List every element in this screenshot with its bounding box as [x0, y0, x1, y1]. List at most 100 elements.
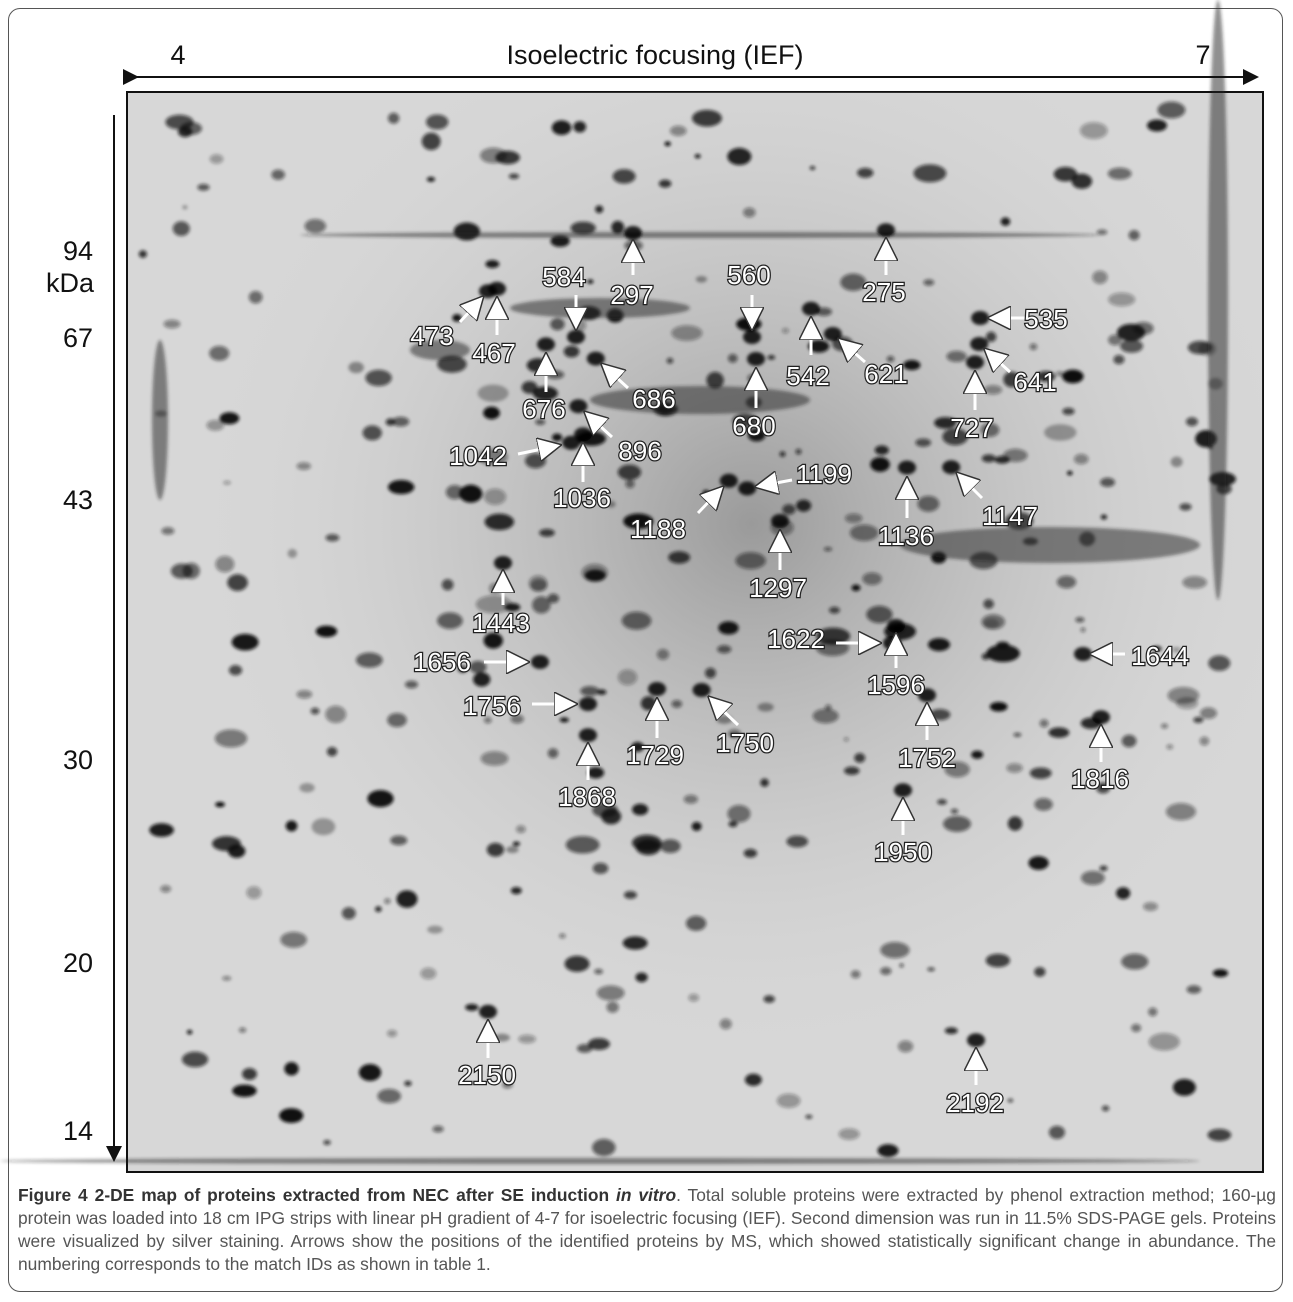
gel-spot — [606, 1001, 619, 1013]
spot-label: 1750 — [716, 728, 774, 758]
spot-arrow — [760, 480, 793, 486]
gel-spot — [138, 250, 147, 258]
protein-spot — [918, 688, 936, 703]
gel-spot — [1062, 369, 1084, 384]
gel-spot — [177, 126, 193, 138]
gel-spot — [486, 842, 505, 857]
gel-spot — [843, 737, 849, 742]
mw-label: 30 — [63, 745, 93, 775]
gel-spot — [206, 419, 225, 431]
gel-spot — [580, 686, 600, 696]
gel-spot — [469, 660, 487, 674]
gel-spot — [532, 596, 551, 614]
figure: Isoelectric focusing (IEF) 4 7 kDa 94 67 4… — [0, 0, 1264, 1173]
gel-spot — [985, 331, 997, 343]
spot-label: 1036 — [553, 483, 611, 513]
gel-spot — [587, 279, 594, 284]
gel-spot — [587, 1038, 610, 1050]
gel-spot — [1053, 166, 1078, 182]
spot-label: 1188 — [630, 514, 686, 544]
spot-label: 1199 — [796, 459, 852, 489]
gel-spot — [1179, 503, 1192, 511]
gel-spot — [1199, 707, 1217, 719]
protein-spot — [970, 337, 989, 351]
spot-label: 2192 — [946, 1088, 1004, 1118]
gel-spot — [706, 371, 724, 389]
gel-spot — [747, 428, 766, 442]
gel-spot — [483, 488, 507, 505]
gel-spot — [425, 114, 449, 130]
gel-spot — [209, 154, 224, 164]
protein-spot — [877, 223, 895, 238]
gel-smear — [900, 527, 1200, 563]
gel-spot — [377, 1088, 402, 1104]
gel-spot — [886, 355, 895, 363]
gel-spot — [727, 729, 741, 739]
spot-label: 727 — [950, 413, 993, 443]
gel-spot — [1079, 122, 1108, 140]
protein-spot — [942, 460, 961, 475]
gel-spot — [640, 696, 657, 711]
gel-spot — [1000, 217, 1011, 226]
gel-spot — [981, 652, 991, 660]
protein-spot — [531, 655, 549, 669]
gel-spot — [1208, 655, 1231, 671]
gel-spot — [480, 751, 509, 766]
gel-spot — [285, 820, 298, 832]
gel-spot — [242, 1068, 257, 1081]
gel-spot — [899, 963, 904, 968]
gel-spot — [596, 689, 607, 695]
gel-spot — [913, 164, 947, 183]
spot-label: 560 — [727, 260, 770, 290]
protein-spot — [738, 481, 757, 496]
gel-spot — [284, 1062, 299, 1076]
gel-spot — [563, 345, 580, 358]
spot-label: 1816 — [1071, 764, 1129, 794]
gel-spot — [535, 419, 546, 425]
gel-spot — [1034, 966, 1046, 977]
gel-spot — [897, 1040, 914, 1053]
gel-spot — [635, 972, 648, 983]
gel-spot — [477, 384, 509, 402]
gel-spot — [828, 606, 840, 614]
protein-spot — [967, 1033, 985, 1048]
gel-spot — [807, 340, 830, 353]
gel-spot — [717, 645, 732, 654]
gel-spot — [805, 1114, 813, 1119]
gel-spot — [1148, 1007, 1158, 1017]
protein-spot — [537, 337, 555, 352]
gel-spot — [530, 579, 548, 592]
gel-spot — [248, 290, 263, 304]
gel-spot — [727, 804, 751, 823]
gel-spot — [744, 1073, 762, 1086]
spot-label: 1042 — [449, 441, 507, 471]
gel-spot — [595, 205, 604, 214]
spot-arrow — [960, 476, 984, 500]
gel-smear — [1208, 0, 1228, 600]
gel-spot — [304, 219, 327, 234]
gel-spot — [390, 835, 408, 846]
gel-spot — [1036, 370, 1056, 382]
gel-spot — [735, 552, 766, 570]
gel-spot — [915, 438, 932, 447]
gel-spot — [287, 548, 298, 558]
spot-label: 1756 — [463, 691, 521, 721]
gel-spot — [1120, 339, 1144, 353]
spot-label: 535 — [1024, 304, 1067, 334]
gel-spot — [728, 820, 738, 828]
gel-spot — [494, 1033, 510, 1042]
gel-spot — [767, 355, 776, 360]
gel-spot — [484, 513, 515, 531]
spot-arrow — [988, 352, 1012, 374]
gel-spot — [551, 120, 572, 136]
gel-spot — [551, 433, 563, 442]
gel-spot — [453, 222, 481, 241]
gel-spot — [483, 406, 500, 420]
gel-spot — [874, 445, 889, 455]
gel-spot — [510, 886, 522, 895]
gel-spot — [691, 821, 702, 831]
gel-spot — [355, 652, 383, 668]
gel-spot — [592, 802, 618, 818]
protein-spot — [579, 697, 597, 711]
gel-spot — [445, 484, 464, 500]
